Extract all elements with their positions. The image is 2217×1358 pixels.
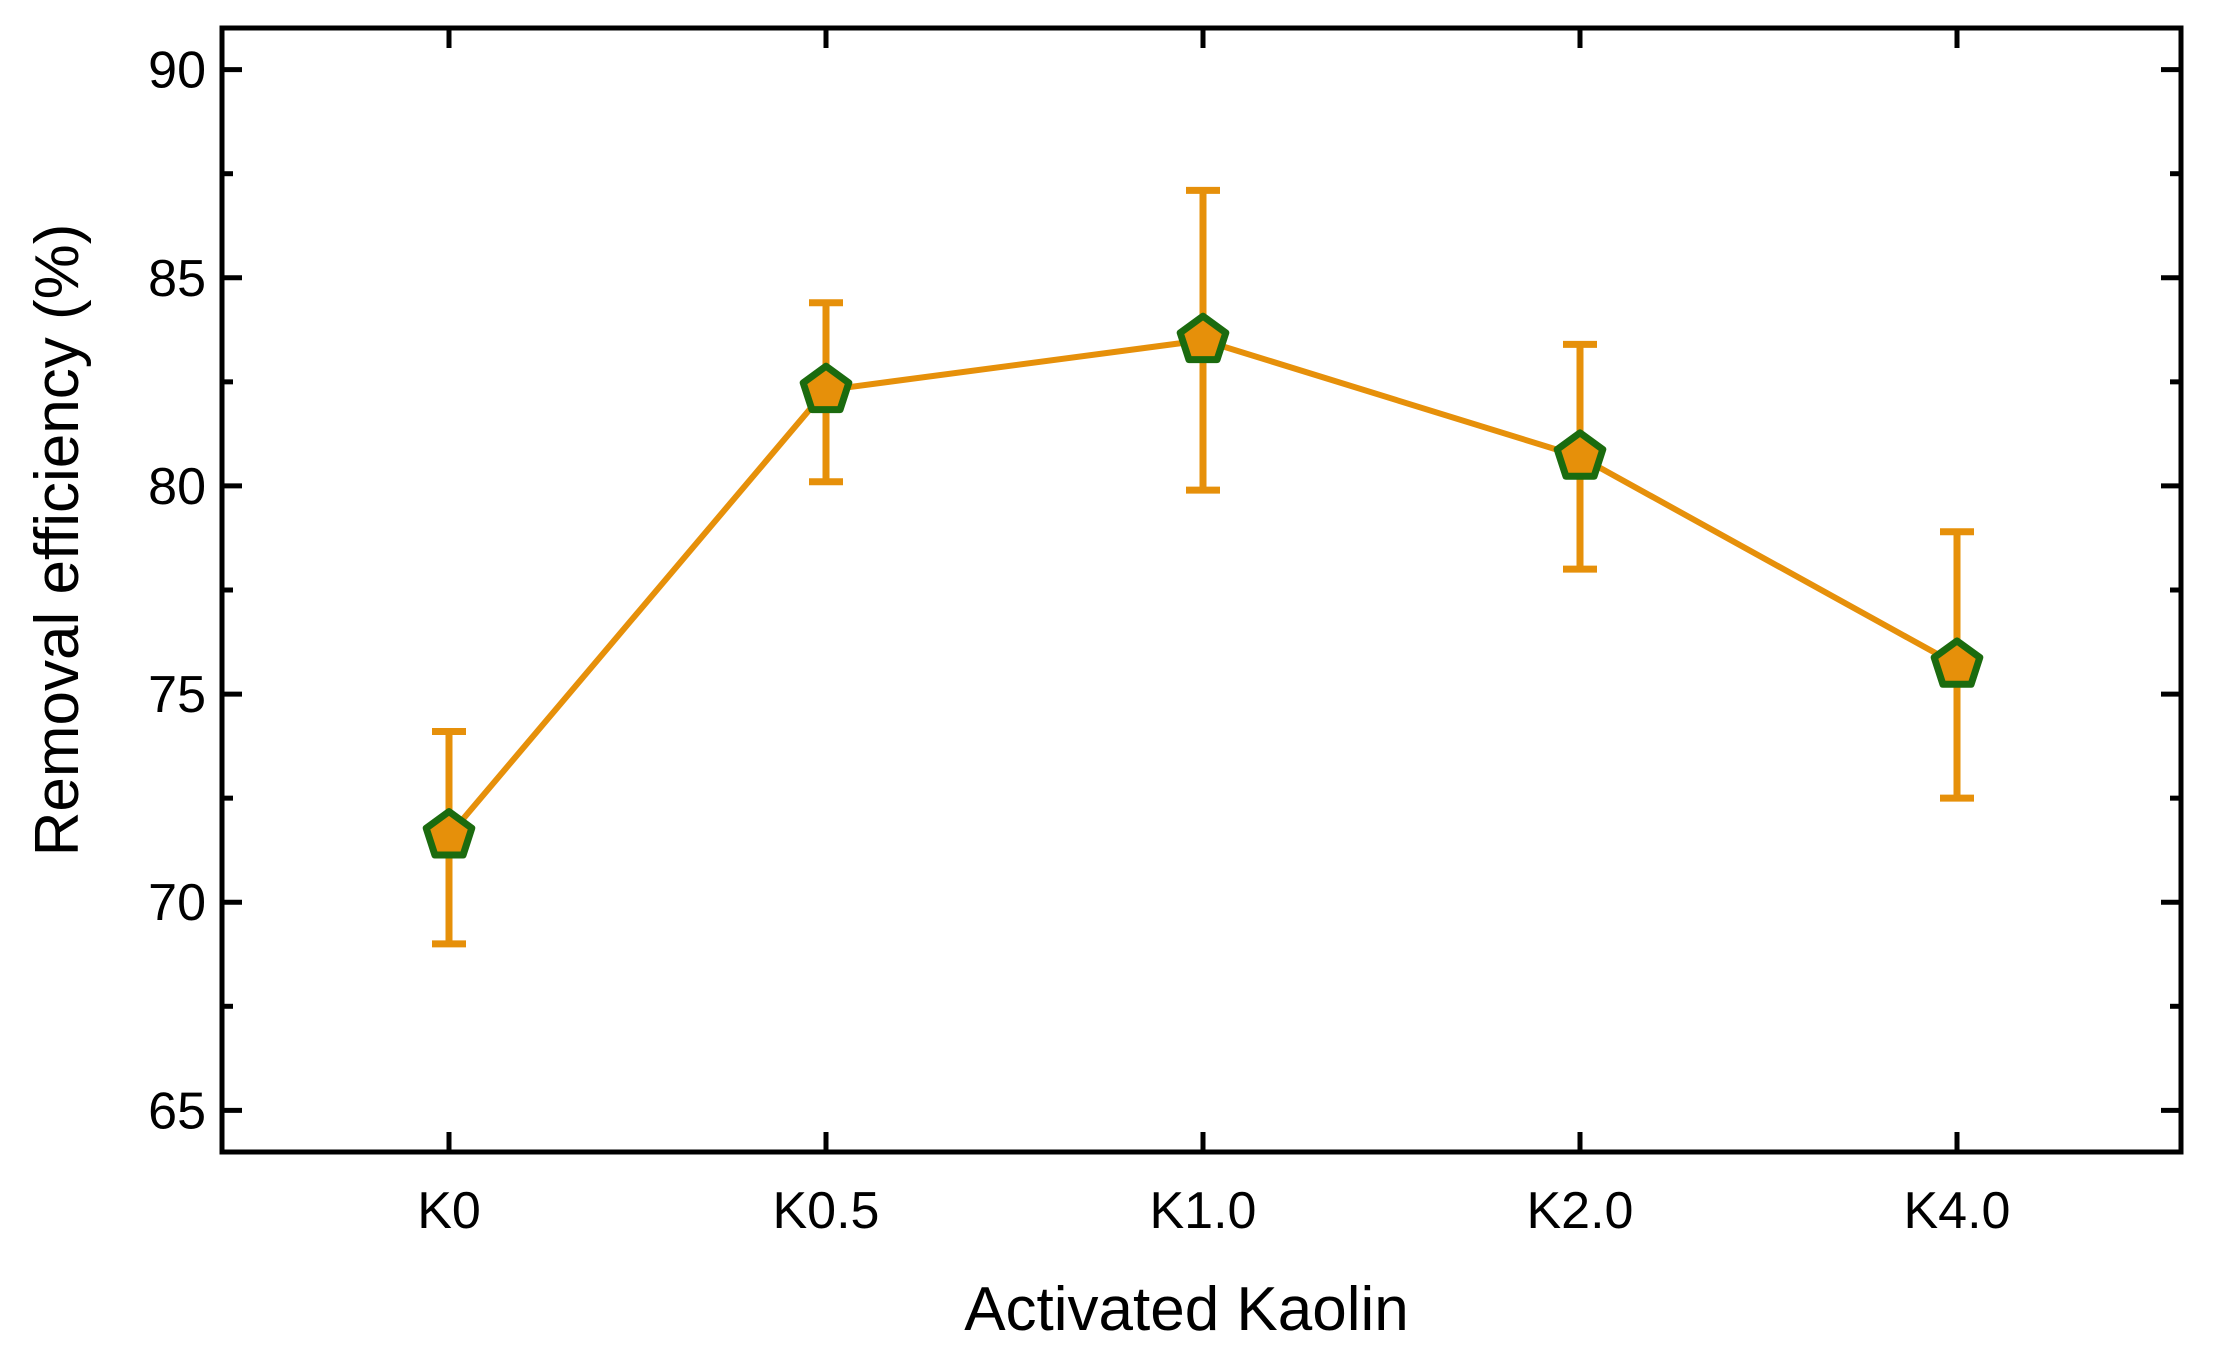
x-tick-label: K0 [417,1182,481,1240]
y-tick-label: 70 [148,874,206,932]
data-point-marker [422,808,476,859]
data-point-marker [1553,429,1607,480]
x-axis-title: Activated Kaolin [964,1275,1409,1344]
x-tick-label: K2.0 [1527,1182,1634,1240]
y-tick-label: 65 [148,1082,206,1140]
data-point-marker [1930,637,1984,688]
x-tick-label: K4.0 [1904,1182,2011,1240]
y-axis-title: Removal efficiency (%) [23,224,92,857]
data-point-marker [799,362,853,414]
y-tick-label: 90 [148,42,206,100]
x-tick-label: K1.0 [1150,1182,1257,1240]
series-layer [422,186,1984,948]
y-tick-label: 75 [148,666,206,724]
data-point-marker [1176,312,1230,364]
y-tick-label: 85 [148,250,206,308]
x-axis-ticks: K0 K0.5 K1.0 K2.0 K4.0 [417,28,2010,1240]
y-axis-ticks: 65 70 75 80 85 90 [148,42,2181,1140]
y-tick-label: 80 [148,458,206,516]
x-tick-label: K0.5 [773,1182,880,1240]
